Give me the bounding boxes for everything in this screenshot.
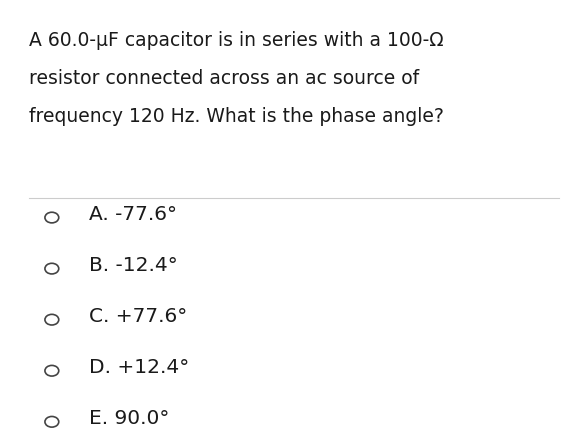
Text: resistor connected across an ac source of: resistor connected across an ac source o… bbox=[29, 69, 419, 88]
Text: B. -12.4°: B. -12.4° bbox=[89, 256, 178, 274]
Text: C. +77.6°: C. +77.6° bbox=[89, 307, 188, 325]
Text: A. -77.6°: A. -77.6° bbox=[89, 205, 177, 223]
Text: A 60.0-μF capacitor is in series with a 100-Ω: A 60.0-μF capacitor is in series with a … bbox=[29, 31, 444, 50]
Text: E. 90.0°: E. 90.0° bbox=[89, 409, 170, 428]
Text: D. +12.4°: D. +12.4° bbox=[89, 358, 190, 377]
Text: frequency 120 Hz. What is the phase angle?: frequency 120 Hz. What is the phase angl… bbox=[29, 107, 444, 126]
